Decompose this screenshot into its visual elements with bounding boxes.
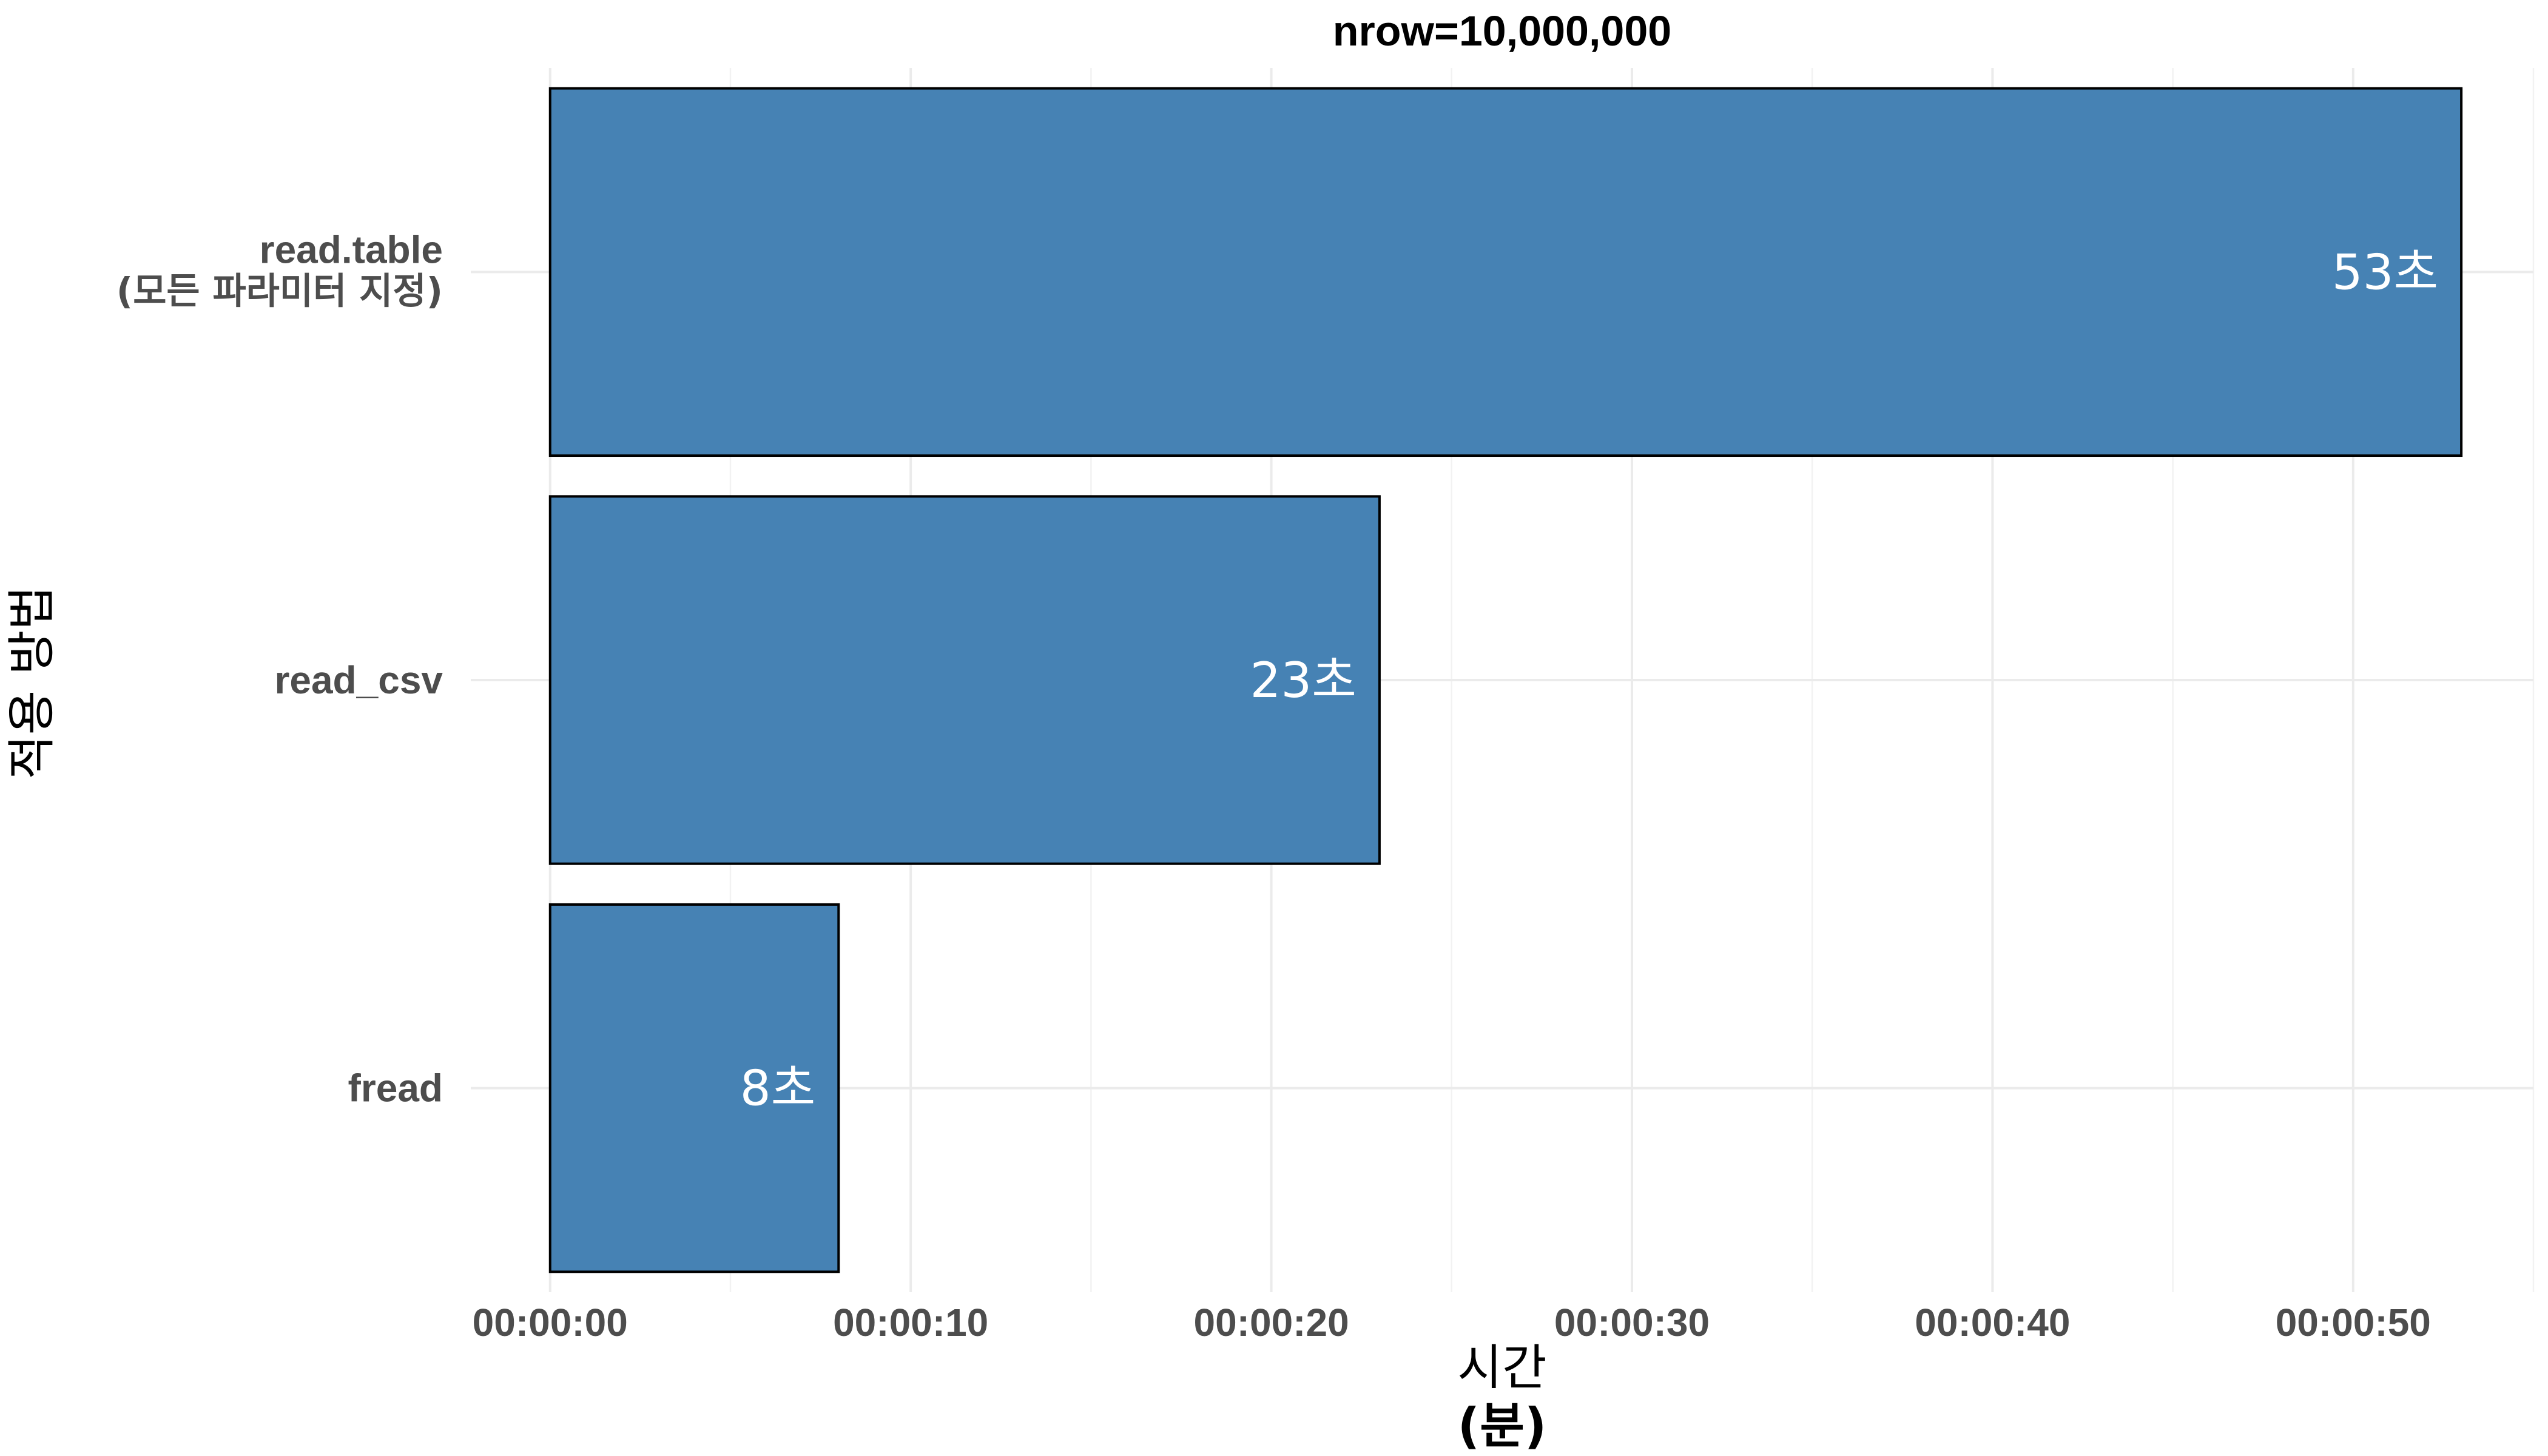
data-labels: 53초 23초 8초 [740, 244, 2438, 1116]
x-tick-label: 00:00:30 [1554, 1301, 1710, 1344]
category-label: fread [348, 1067, 443, 1110]
bar-value-label: 8초 [740, 1060, 816, 1117]
y-axis-title: 적용 방법 [4, 585, 60, 780]
chart-title: nrow=10,000,000 [1333, 7, 1671, 55]
x-axis: 00:00:00 00:00:10 00:00:20 00:00:30 00:00:40… [473, 1301, 2431, 1344]
bar [548, 903, 840, 1273]
category-label: read_csv [274, 658, 443, 702]
category-label: read.table [260, 228, 443, 271]
x-tick-label: 00:00:10 [833, 1301, 988, 1344]
x-tick-label: 00:00:50 [2276, 1301, 2431, 1344]
bar [548, 87, 2463, 457]
bar-value-label: 53초 [2332, 244, 2438, 300]
bars [548, 87, 2463, 1273]
x-axis-title-line-2: (분) [1458, 1398, 1547, 1454]
category-sublabel: (모든 파라미터 지정) [116, 270, 443, 312]
x-tick-label: 00:00:20 [1193, 1301, 1349, 1344]
bar-value-label: 23초 [1250, 652, 1356, 709]
x-tick-label: 00:00:40 [1915, 1301, 2070, 1344]
bar [548, 495, 1381, 865]
x-tick-label: 00:00:00 [473, 1301, 628, 1344]
x-axis-title-line-1: 시간 [1457, 1340, 1546, 1396]
